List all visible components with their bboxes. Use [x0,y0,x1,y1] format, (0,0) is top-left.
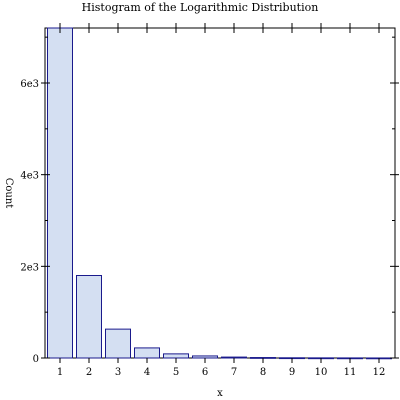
x-tick-label-3: 3 [115,367,121,378]
x-axis-label: x [217,388,223,399]
x-tick-label-12: 12 [373,367,386,378]
x-tick-label-6: 6 [202,367,208,378]
bar-6 [192,355,218,359]
bar-5 [163,353,189,359]
y-tick-label-1: 2e3 [20,262,39,273]
x-tick-label-8: 8 [260,367,266,378]
plot-frame [44,27,396,359]
bar-2 [76,275,102,359]
chart-title: Histogram of the Logarithmic Distributio… [82,1,319,14]
x-tick-label-10: 10 [315,367,328,378]
bars-group [47,27,392,360]
x-tick-label-9: 9 [289,367,295,378]
bar-3 [105,328,131,359]
x-tick-label-7: 7 [231,367,237,378]
y-tick-label-2: 4e3 [20,171,39,182]
x-tick-label-1: 1 [57,367,63,378]
y-ticks-group: 0 2e3 4e3 6e3 [20,36,399,365]
x-tick-label-5: 5 [173,367,179,378]
y-tick-label-0: 0 [33,354,39,365]
x-tick-label-4: 4 [144,367,150,378]
y-tick-label-3: 6e3 [20,79,39,90]
x-ticks-group: 1 2 3 4 5 6 7 8 9 10 11 12 [57,23,386,378]
x-tick-label-2: 2 [86,367,92,378]
bar-4 [134,347,160,359]
bar-1 [47,27,73,359]
y-axis-label: Count [3,178,14,209]
bar-7 [221,356,247,359]
x-tick-label-11: 11 [344,367,357,378]
